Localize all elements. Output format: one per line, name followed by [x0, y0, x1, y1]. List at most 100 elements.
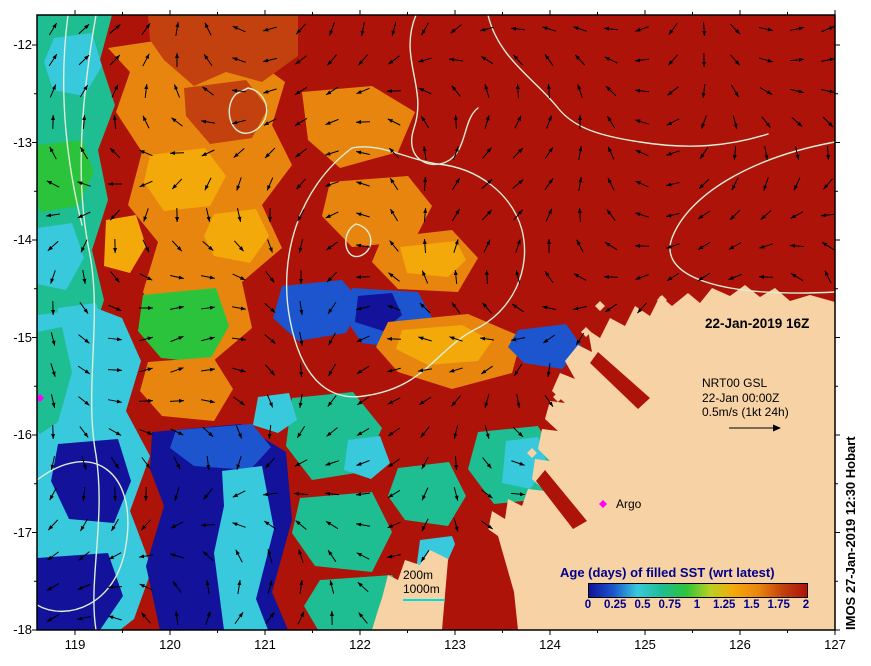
legend-tick-label: 0.5 — [634, 599, 651, 611]
current-vector-arrow — [171, 117, 183, 127]
x-axis-label: 121 — [254, 637, 276, 652]
current-vector-arrow — [236, 456, 242, 470]
coastal-inlet — [536, 470, 587, 529]
island — [527, 448, 537, 458]
x-axis-label: 126 — [729, 637, 751, 652]
current-vector-arrow — [267, 424, 272, 440]
current-vector-arrow — [791, 116, 803, 128]
current-vector-arrow — [697, 241, 711, 251]
current-vector-arrow — [421, 487, 429, 501]
current-vector-arrow — [232, 57, 246, 63]
current-vector-arrow — [668, 23, 678, 35]
current-vector-arrow — [759, 87, 773, 95]
current-vector-arrow — [47, 240, 59, 252]
current-vector-arrow — [265, 612, 275, 624]
bathymetry-contour — [37, 461, 129, 613]
current-vector-arrow — [821, 57, 835, 62]
current-vector-arrow — [236, 208, 242, 222]
current-vector-arrow — [481, 178, 493, 190]
vector-scale-arrow-icon — [729, 424, 781, 431]
current-vector-arrow — [231, 88, 247, 93]
current-vector-arrow — [50, 456, 55, 470]
sst-age-patch — [104, 215, 146, 273]
current-vector-arrow — [107, 368, 123, 373]
y-axis-label: -16 — [13, 427, 32, 442]
x-axis-label: 125 — [634, 637, 656, 652]
current-vector-arrow — [201, 399, 215, 404]
coastal-inlet — [590, 352, 650, 409]
current-vector-arrow — [324, 491, 340, 496]
current-vector-arrow — [730, 84, 740, 98]
current-vector-arrow — [356, 460, 370, 466]
current-vector-arrow — [295, 178, 307, 190]
current-vector-arrow — [174, 487, 180, 501]
current-vector-arrow — [697, 210, 711, 220]
current-vector-arrow — [759, 57, 773, 63]
current-vector-arrow — [357, 581, 369, 593]
current-vector-arrow — [294, 86, 308, 96]
current-vector-arrow — [453, 425, 459, 439]
current-vector-arrow — [823, 178, 833, 190]
current-vector-arrow — [327, 54, 337, 66]
current-vector-arrow — [636, 302, 648, 314]
current-vector-arrow — [573, 305, 587, 311]
current-vector-arrow — [203, 488, 213, 500]
map-layers — [37, 15, 835, 630]
current-vector-arrow — [821, 25, 835, 33]
current-vector-arrow — [293, 491, 309, 496]
current-vector-arrow — [451, 208, 461, 222]
current-vector-arrow — [635, 119, 649, 125]
current-vector-arrow — [170, 521, 184, 529]
current-vector-arrow — [728, 274, 742, 280]
current-vector-arrow — [605, 85, 617, 97]
current-vector-arrow — [264, 147, 276, 159]
current-vector-arrow — [387, 367, 401, 373]
current-vector-arrow — [139, 149, 153, 157]
current-vector-arrow — [356, 243, 370, 248]
current-vector-arrow — [326, 241, 338, 251]
current-vector-arrow — [82, 270, 87, 284]
current-vector-arrow — [78, 396, 90, 406]
current-vector-arrow — [77, 616, 91, 621]
vector-key-scale: 0.5m/s (1kt 24h) — [702, 405, 789, 419]
current-vector-arrow — [423, 176, 428, 192]
current-vector-arrow — [606, 209, 616, 221]
current-vector-arrow — [453, 487, 459, 501]
current-vector-arrow — [81, 486, 86, 502]
current-vector-arrow — [480, 55, 494, 65]
current-vector-arrow — [325, 211, 339, 219]
current-vector-arrow — [356, 428, 370, 436]
current-vector-arrow — [77, 181, 91, 187]
sst-age-patch — [51, 439, 131, 523]
current-vector-arrow — [388, 147, 400, 159]
current-vector-arrow — [173, 456, 181, 470]
current-vector-arrow — [266, 394, 274, 408]
current-vector-arrow — [170, 274, 184, 280]
x-axis-label: 119 — [64, 637, 86, 652]
current-vector-arrow — [387, 397, 401, 405]
current-vector-arrow — [266, 177, 274, 191]
current-vector-arrow — [326, 427, 338, 437]
current-vector-arrow — [356, 522, 370, 527]
current-vector-arrow — [790, 26, 804, 31]
current-vector-arrow — [542, 334, 556, 344]
current-vector-arrow — [542, 305, 556, 310]
current-vector-arrow — [578, 177, 583, 191]
sst-age-patch — [388, 462, 466, 526]
current-vector-arrow — [484, 115, 490, 129]
current-vector-arrow — [267, 239, 273, 253]
sst-age-patch — [138, 288, 229, 363]
current-vector-arrow — [356, 552, 370, 560]
current-vector-arrow — [139, 367, 153, 373]
current-vector-arrow — [453, 114, 458, 130]
y-axis-label: -12 — [13, 37, 32, 52]
current-vector-arrow — [789, 57, 805, 62]
current-vector-arrow — [328, 332, 336, 346]
current-vector-arrow — [484, 394, 490, 408]
current-vector-arrow — [821, 241, 835, 251]
current-vector-arrow — [666, 150, 680, 156]
current-vector-arrow — [232, 273, 246, 281]
current-vector-arrow — [144, 83, 149, 99]
y-axis-label: -18 — [13, 622, 32, 637]
